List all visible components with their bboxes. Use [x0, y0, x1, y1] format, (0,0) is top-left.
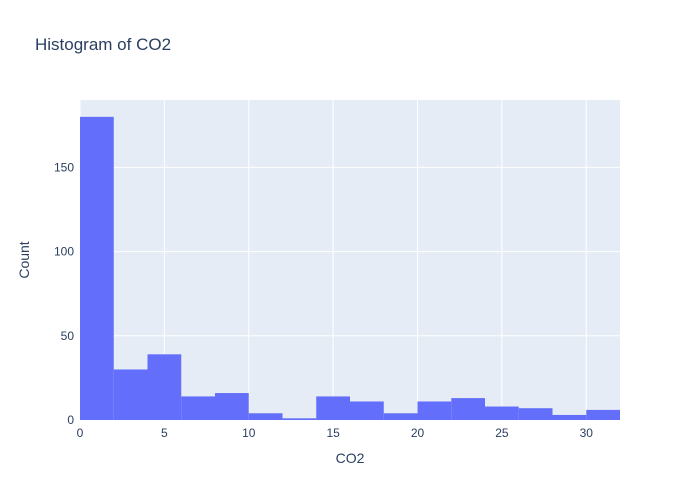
- y-tick-label: 50: [61, 329, 75, 343]
- histogram-bar: [451, 398, 485, 420]
- histogram-bar: [316, 396, 350, 420]
- y-tick-label: 150: [54, 160, 74, 174]
- y-tick-label: 100: [54, 245, 74, 259]
- histogram-bar: [417, 401, 452, 420]
- chart-title: Histogram of CO2: [35, 35, 171, 54]
- x-tick-label: 10: [242, 426, 256, 440]
- y-axis-title: Count: [16, 241, 32, 278]
- histogram-bar: [586, 409, 620, 420]
- y-axis-ticks: 0 50 100 150: [54, 160, 74, 427]
- histogram-bar: [215, 393, 249, 420]
- histogram-bar: [282, 418, 317, 420]
- y-tick-label: 0: [67, 413, 74, 427]
- histogram-bar: [80, 116, 114, 420]
- x-axis-ticks: 0 5 10 15 20 25 30: [77, 426, 594, 440]
- x-tick-label: 30: [580, 426, 594, 440]
- histogram-bar: [113, 369, 148, 420]
- histogram-bar: [518, 408, 553, 420]
- x-tick-label: 20: [411, 426, 425, 440]
- x-axis-title: CO2: [336, 450, 365, 466]
- x-tick-label: 25: [495, 426, 509, 440]
- histogram-bar: [383, 413, 418, 420]
- histogram-bar: [485, 406, 519, 420]
- histogram-bar: [350, 401, 384, 420]
- x-tick-label: 0: [77, 426, 84, 440]
- histogram-bar: [181, 396, 215, 420]
- histogram-bar: [147, 354, 182, 420]
- x-tick-label: 15: [326, 426, 340, 440]
- x-tick-label: 5: [161, 426, 168, 440]
- bars: [80, 116, 620, 420]
- histogram-bar: [248, 413, 283, 420]
- histogram-bar: [552, 414, 587, 420]
